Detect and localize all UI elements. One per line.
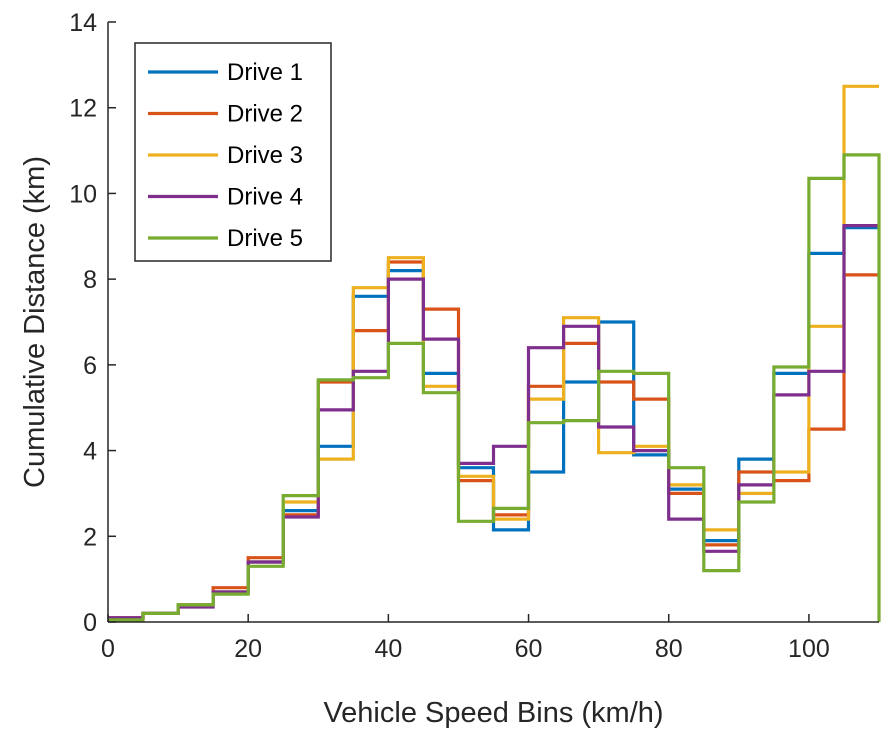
legend-box [134,42,332,262]
y-tick-label: 2 [83,523,97,551]
series-layer [108,84,881,622]
x-tick-label: 0 [101,635,115,663]
legend-label-4: Drive 4 [227,184,303,211]
legend-label-2: Drive 2 [227,101,303,128]
x-tick-label: 60 [515,635,543,663]
series-line-1 [108,226,879,620]
x-tick-label: 40 [374,635,402,663]
legend-label-1: Drive 1 [227,59,303,86]
legend: Drive 1 Drive 2 Drive 3 Drive 4 Drive 5 [134,42,332,262]
y-tick-label: 14 [69,9,97,37]
x-tick-label: 100 [788,635,830,663]
y-tick-label: 10 [69,180,97,208]
y-tick-label: 0 [83,609,97,637]
y-tick-label: 12 [69,95,97,123]
x-axis-label: Vehicle Speed Bins (km/h) [323,697,663,729]
y-tick-label: 6 [83,352,97,380]
x-tick-label: 80 [655,635,683,663]
legend-label-5: Drive 5 [227,225,303,252]
series-line-5 [108,153,881,622]
legend-label-3: Drive 3 [227,142,303,169]
y-axis-label: Cumulative Distance (km) [19,156,51,488]
axes-layer [107,22,879,623]
x-tick-label: 20 [234,635,262,663]
series-line-4 [108,224,879,620]
y-tick-label: 8 [83,266,97,294]
y-tick-label: 4 [83,438,97,466]
series-line-2 [108,260,879,620]
ticks-layer: 0 20 40 60 80 100 0 2 4 6 8 10 12 14 [69,9,830,663]
